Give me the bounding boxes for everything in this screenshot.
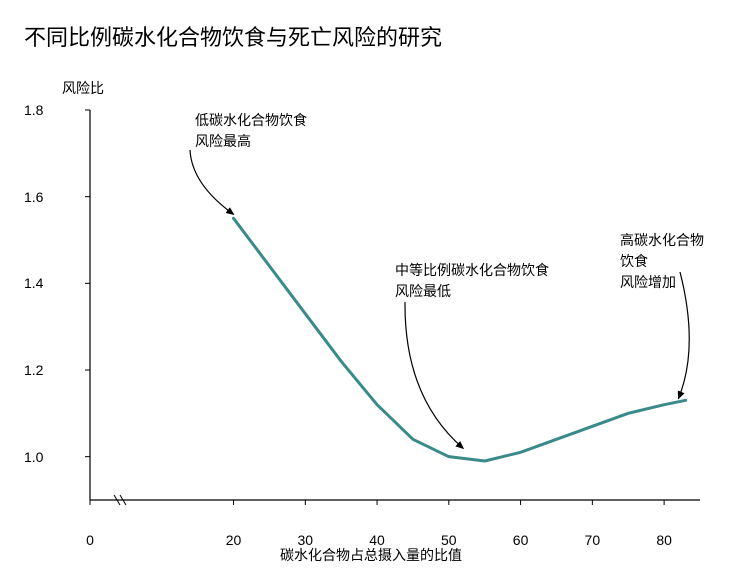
chart-area: 1.01.21.41.61.8020304050607080低碳水化合物饮食风险…	[60, 100, 710, 520]
annotation-0: 低碳水化合物饮食风险最高	[195, 110, 307, 152]
y-tick-label: 1.0	[24, 449, 43, 465]
annotation-1: 中等比例碳水化合物饮食风险最低	[395, 260, 549, 302]
y-tick-label: 1.6	[24, 189, 43, 205]
annotation-arrow	[190, 150, 234, 214]
x-tick-label: 30	[297, 532, 313, 548]
chart-svg	[60, 100, 710, 520]
x-axis-label: 碳水化合物占总摄入量的比值	[280, 545, 462, 565]
x-tick-label: 40	[369, 532, 385, 548]
y-tick-label: 1.8	[24, 102, 43, 118]
y-tick-label: 1.2	[24, 362, 43, 378]
x-tick-label: 20	[226, 532, 242, 548]
x-tick-label: 50	[441, 532, 457, 548]
x-tick-label: 80	[656, 532, 672, 548]
annotation-line2: 风险最高	[195, 131, 307, 152]
y-tick-label: 1.4	[24, 275, 43, 291]
y-axis-label: 风险比	[62, 78, 104, 98]
data-line	[234, 218, 686, 461]
annotation-2: 高碳水化合物饮食风险增加	[620, 230, 710, 293]
x-tick-label: 70	[585, 532, 601, 548]
annotation-arrow	[405, 302, 463, 448]
annotation-line1: 高碳水化合物饮食	[620, 230, 710, 272]
x-tick-label: 60	[513, 532, 529, 548]
chart-title: 不同比例碳水化合物饮食与死亡风险的研究	[24, 20, 442, 52]
annotation-line2: 风险最低	[395, 281, 549, 302]
annotation-line2: 风险增加	[620, 272, 710, 293]
annotation-line1: 中等比例碳水化合物饮食	[395, 260, 549, 281]
x-tick-label: 0	[86, 532, 94, 548]
annotation-line1: 低碳水化合物饮食	[195, 110, 307, 131]
